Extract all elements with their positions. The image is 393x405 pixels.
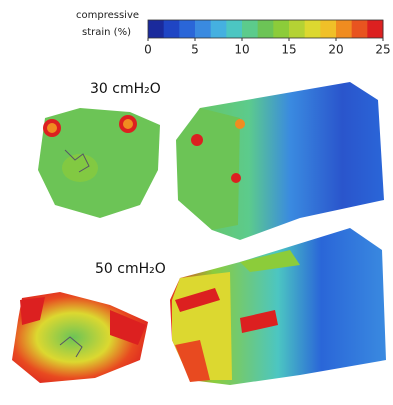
colorbar-segment bbox=[242, 20, 258, 38]
colorbar-tick-label: 15 bbox=[281, 43, 296, 57]
colorbar-segment bbox=[179, 20, 195, 38]
colorbar-segment bbox=[320, 20, 336, 38]
colorbar-segment bbox=[289, 20, 305, 38]
colorbar-segment bbox=[258, 20, 274, 38]
colorbar-segment bbox=[352, 20, 368, 38]
panel-label: 50 cmH₂O bbox=[95, 261, 166, 277]
colorbar-tick-label: 0 bbox=[144, 43, 152, 57]
block-30 bbox=[176, 82, 384, 240]
colorbar-segment bbox=[148, 20, 164, 38]
colorbar-segment bbox=[336, 20, 352, 38]
section-30-left bbox=[38, 108, 160, 218]
colorbar-tick-label: 20 bbox=[328, 43, 343, 57]
panel-label: 30 cmH₂O bbox=[90, 81, 161, 97]
colorbar-segment bbox=[211, 20, 227, 38]
colorbar-tick-label: 10 bbox=[234, 43, 249, 57]
section-50-left bbox=[12, 292, 148, 383]
colorbar-segment bbox=[305, 20, 321, 38]
colorbar-segment bbox=[273, 20, 289, 38]
colorbar-label: compressive bbox=[76, 10, 139, 21]
colorbar-segment bbox=[164, 20, 180, 38]
colorbar-segment bbox=[195, 20, 211, 38]
colorbar-label: strain (%) bbox=[82, 27, 131, 38]
colorbar: 0 5 10 15 20 25 bbox=[144, 20, 390, 57]
block-50 bbox=[170, 228, 386, 385]
colorbar-tick-label: 25 bbox=[375, 43, 390, 57]
colorbar-segment bbox=[367, 20, 383, 38]
figure: compressive strain (%) 0 5 10 15 20 25 30 cmH… bbox=[0, 0, 393, 405]
colorbar-tick-label: 5 bbox=[191, 43, 199, 57]
colorbar-segment bbox=[226, 20, 242, 38]
